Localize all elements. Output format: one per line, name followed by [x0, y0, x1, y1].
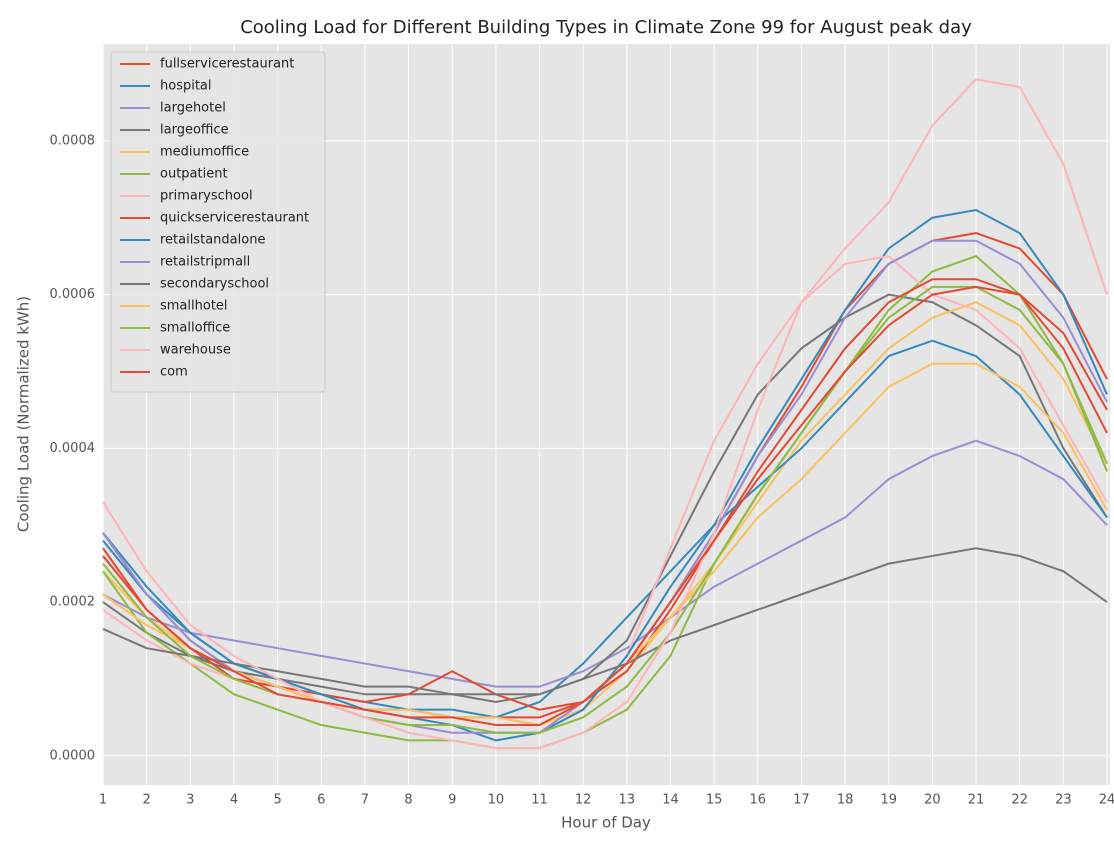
series-line: [102, 285, 1108, 727]
legend-label: primaryschool: [160, 189, 253, 204]
x-tick-label: 21: [968, 793, 985, 808]
legend-label: hospital: [160, 79, 212, 94]
series-line: [102, 293, 1108, 703]
legend-label: fullservicerestaurant: [160, 57, 294, 72]
x-tick-label: 17: [793, 793, 810, 808]
y-axis-label: Cooling Load (Normalized kWh): [15, 296, 33, 532]
x-tick-label: 6: [317, 793, 325, 808]
legend-label: retailstripmall: [160, 255, 250, 270]
x-tick-label: 14: [662, 793, 679, 808]
legend-box: [110, 51, 326, 393]
chart-title: Cooling Load for Different Building Type…: [240, 17, 972, 38]
legend-label: quickservicerestaurant: [160, 211, 309, 226]
legend-label: com: [160, 365, 188, 380]
legend-label: warehouse: [160, 343, 231, 358]
legend-label: outpatient: [160, 167, 228, 182]
x-tick-label: 1: [99, 793, 107, 808]
series-line: [102, 278, 1108, 711]
legend-label: retailstandalone: [160, 233, 265, 248]
legend-label: largeoffice: [160, 123, 229, 138]
lines: [102, 78, 1108, 750]
x-tick-label: 19: [880, 793, 897, 808]
legend-label: mediumoffice: [160, 145, 249, 160]
x-tick-label: 13: [619, 793, 636, 808]
series-line: [102, 547, 1108, 696]
series-line: [102, 255, 1108, 750]
legend-label: largehotel: [160, 101, 226, 116]
y-tick-label: 0.0008: [50, 133, 96, 148]
x-tick-label: 5: [273, 793, 281, 808]
x-tick-label: 3: [186, 793, 194, 808]
y-tick-label: 0.0006: [50, 287, 96, 302]
x-tick-label: 18: [837, 793, 854, 808]
x-tick-label: 11: [531, 793, 548, 808]
x-tick-label: 7: [361, 793, 369, 808]
x-tick-label: 9: [448, 793, 456, 808]
x-axis-label: Hour of Day: [561, 814, 651, 832]
y-tick-label: 0.0002: [50, 595, 96, 610]
x-tick-label: 22: [1011, 793, 1028, 808]
y-tick-label: 0.0004: [50, 441, 96, 456]
series-line: [102, 78, 1108, 750]
x-tick-label: 12: [575, 793, 592, 808]
x-tick-label: 15: [706, 793, 723, 808]
legend-label: secondaryschool: [160, 277, 269, 292]
y-tick-label: 0.0000: [50, 748, 96, 763]
x-tick-label: 2: [143, 793, 151, 808]
series-line: [102, 285, 1108, 734]
x-tick-label: 23: [1055, 793, 1072, 808]
x-tick-label: 24: [1099, 793, 1114, 808]
x-tick-label: 4: [230, 793, 238, 808]
x-tick-label: 10: [488, 793, 505, 808]
legend-label: smalloffice: [160, 321, 230, 336]
x-tick-label: 8: [404, 793, 412, 808]
x-tick-label: 16: [750, 793, 767, 808]
legend: fullservicerestaurant hospital largehotel l…: [110, 51, 326, 393]
x-tick-label: 20: [924, 793, 941, 808]
legend-label: smallhotel: [160, 299, 228, 314]
